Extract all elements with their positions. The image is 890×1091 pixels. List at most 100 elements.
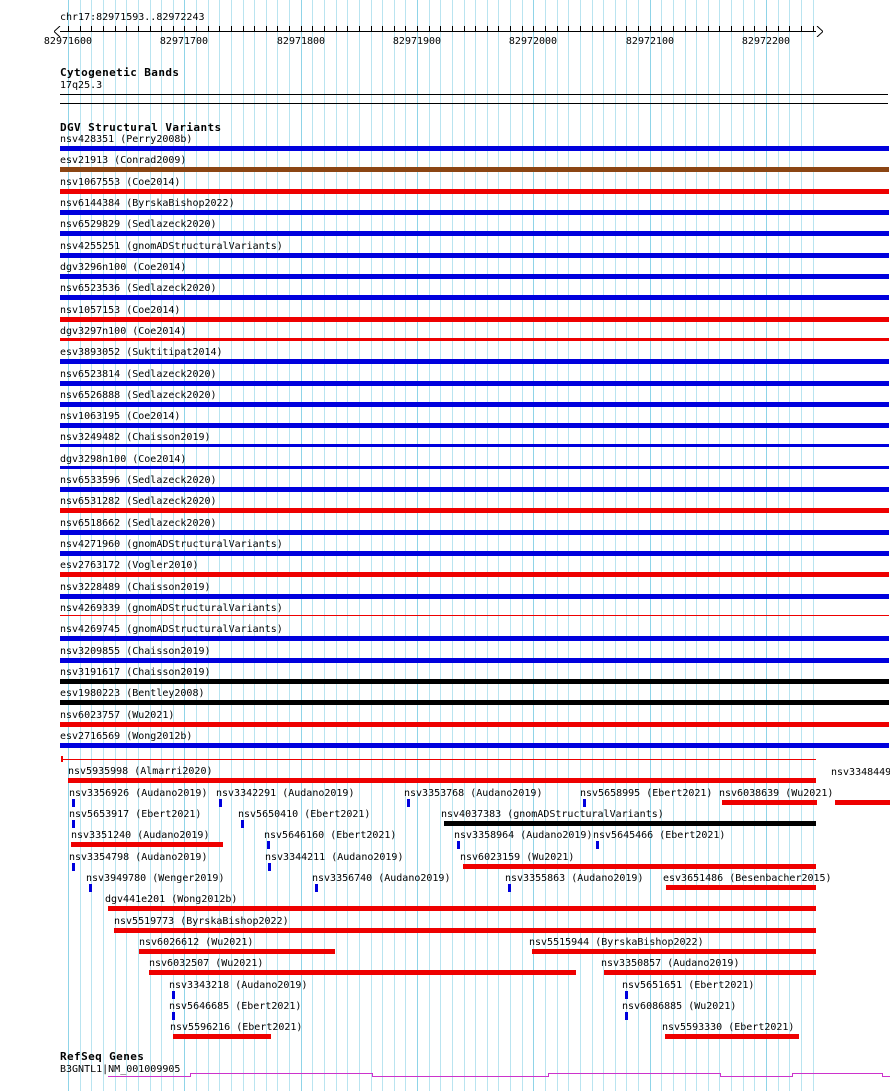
variant-label[interactable]: nsv3355863 (Audano2019) [505, 873, 644, 884]
variant-point-marker[interactable] [72, 863, 75, 871]
variant-label[interactable]: esv21913 (Conrad2009) [60, 155, 187, 166]
variant-label[interactable]: nsv6526888 (Sedlazeck2020) [60, 390, 217, 401]
variant-label[interactable]: nsv3348449 [831, 767, 890, 778]
variant-label[interactable]: nsv6038639 (Wu2021) [719, 788, 834, 799]
variant-label[interactable]: nsv6533596 (Sedlazeck2020) [60, 475, 217, 486]
variant-label[interactable]: nsv4037383 (gnomADStructuralVariants) [441, 809, 664, 820]
variant-point-marker[interactable] [241, 820, 244, 828]
variant-bar[interactable] [60, 594, 889, 599]
variant-point-marker[interactable] [267, 841, 270, 849]
variant-label[interactable]: nsv5650410 (Ebert2021) [238, 809, 371, 820]
variant-point-marker[interactable] [457, 841, 460, 849]
variant-thin-line[interactable] [61, 759, 816, 760]
variant-bar[interactable] [60, 402, 889, 407]
variant-bar[interactable] [60, 317, 889, 322]
variant-label[interactable]: nsv3358964 (Audano2019) [454, 830, 593, 841]
variant-label[interactable]: nsv5651651 (Ebert2021) [622, 980, 755, 991]
variant-label[interactable]: nsv3209855 (Chaisson2019) [60, 646, 211, 657]
variant-bar[interactable] [722, 800, 817, 805]
variant-label[interactable]: nsv6531282 (Sedlazeck2020) [60, 496, 217, 507]
variant-bar[interactable] [60, 487, 889, 492]
variant-label[interactable]: esv2763172 (Vogler2010) [60, 560, 199, 571]
variant-label[interactable]: esv1980223 (Bentley2008) [60, 688, 205, 699]
variant-label[interactable]: nsv1057153 (Coe2014) [60, 305, 181, 316]
variant-point-marker[interactable] [407, 799, 410, 807]
variant-label[interactable]: dgv441e201 (Wong2012b) [105, 894, 238, 905]
variant-label[interactable]: nsv428351 (Perry2008b) [60, 134, 193, 145]
variant-label[interactable]: nsv6144384 (ByrskaBishop2022) [60, 198, 235, 209]
variant-bar[interactable] [60, 167, 889, 172]
variant-label[interactable]: nsv6523814 (Sedlazeck2020) [60, 369, 217, 380]
gene-segment[interactable] [372, 1076, 548, 1077]
variant-label[interactable]: nsv6518662 (Sedlazeck2020) [60, 518, 217, 529]
variant-bar[interactable] [60, 189, 889, 194]
variant-bar[interactable] [60, 636, 889, 641]
variant-bar[interactable] [444, 821, 816, 826]
variant-label[interactable]: nsv3351240 (Audano2019) [71, 830, 210, 841]
variant-label[interactable]: nsv4255251 (gnomADStructuralVariants) [60, 241, 283, 252]
variant-bar[interactable] [60, 274, 889, 279]
variant-bar[interactable] [665, 1034, 799, 1039]
variant-label[interactable]: nsv5646160 (Ebert2021) [264, 830, 397, 841]
gene-segment[interactable] [882, 1076, 890, 1077]
variant-bar[interactable] [173, 1034, 271, 1039]
variant-label[interactable]: nsv6523536 (Sedlazeck2020) [60, 283, 217, 294]
variant-bar[interactable] [60, 444, 889, 447]
variant-bar[interactable] [532, 949, 816, 954]
variant-bar[interactable] [68, 778, 816, 783]
variant-bar[interactable] [60, 700, 889, 705]
variant-bar[interactable] [60, 210, 889, 215]
variant-point-marker[interactable] [508, 884, 511, 892]
variant-label[interactable]: nsv5519773 (ByrskaBishop2022) [114, 916, 289, 927]
variant-label[interactable]: esv2716569 (Wong2012b) [60, 731, 193, 742]
variant-label[interactable]: nsv1067553 (Coe2014) [60, 177, 181, 188]
variant-label[interactable]: nsv3342291 (Audano2019) [216, 788, 355, 799]
variant-label[interactable]: nsv6529829 (Sedlazeck2020) [60, 219, 217, 230]
variant-bar[interactable] [60, 722, 889, 727]
variant-bar[interactable] [60, 466, 889, 469]
variant-label[interactable]: nsv3356926 (Audano2019) [69, 788, 208, 799]
variant-point-marker[interactable] [315, 884, 318, 892]
variant-label[interactable]: nsv6023757 (Wu2021) [60, 710, 175, 721]
variant-point-marker[interactable] [72, 799, 75, 807]
variant-label[interactable]: nsv3249482 (Chaisson2019) [60, 432, 211, 443]
variant-label[interactable]: nsv5646685 (Ebert2021) [169, 1001, 302, 1012]
variant-label[interactable]: dgv3296n100 (Coe2014) [60, 262, 187, 273]
variant-label[interactable]: dgv3298n100 (Coe2014) [60, 454, 187, 465]
variant-point-marker[interactable] [583, 799, 586, 807]
variant-point-marker[interactable] [596, 841, 599, 849]
variant-bar[interactable] [463, 864, 816, 869]
variant-bar[interactable] [60, 551, 889, 556]
variant-label[interactable]: nsv5596216 (Ebert2021) [170, 1022, 303, 1033]
variant-bar[interactable] [60, 743, 889, 748]
variant-bar[interactable] [60, 146, 889, 151]
variant-label[interactable]: nsv3191617 (Chaisson2019) [60, 667, 211, 678]
variant-bar[interactable] [60, 658, 889, 663]
variant-label[interactable]: nsv1063195 (Coe2014) [60, 411, 181, 422]
variant-bar[interactable] [604, 970, 816, 975]
variant-point-marker[interactable] [172, 991, 175, 999]
variant-point-marker[interactable] [172, 1012, 175, 1020]
variant-label[interactable]: nsv3354798 (Audano2019) [69, 852, 208, 863]
variant-bar[interactable] [60, 295, 889, 300]
variant-label[interactable]: esv3893052 (Suktitipat2014) [60, 347, 223, 358]
variant-label[interactable]: nsv3350857 (Audano2019) [601, 958, 740, 969]
variant-label[interactable]: esv3651486 (Besenbacher2015) [663, 873, 832, 884]
variant-bar[interactable] [71, 842, 223, 847]
variant-bar[interactable] [60, 423, 889, 428]
variant-bar[interactable] [60, 530, 889, 535]
variant-bar[interactable] [60, 381, 889, 386]
variant-bar[interactable] [60, 508, 889, 513]
variant-label[interactable]: nsv6032507 (Wu2021) [149, 958, 264, 969]
variant-bar[interactable] [60, 231, 889, 236]
variant-label[interactable]: nsv5653917 (Ebert2021) [69, 809, 202, 820]
variant-label[interactable]: nsv4269745 (gnomADStructuralVariants) [60, 624, 283, 635]
gene-segment[interactable] [108, 1076, 190, 1077]
variant-bar[interactable] [60, 359, 889, 364]
variant-bar[interactable] [60, 253, 889, 258]
variant-label[interactable]: nsv4269339 (gnomADStructuralVariants) [60, 603, 283, 614]
variant-label[interactable]: nsv3228489 (Chaisson2019) [60, 582, 211, 593]
variant-label[interactable]: nsv5515944 (ByrskaBishop2022) [529, 937, 704, 948]
variant-bar[interactable] [60, 572, 889, 577]
gene-segment[interactable] [548, 1073, 720, 1074]
